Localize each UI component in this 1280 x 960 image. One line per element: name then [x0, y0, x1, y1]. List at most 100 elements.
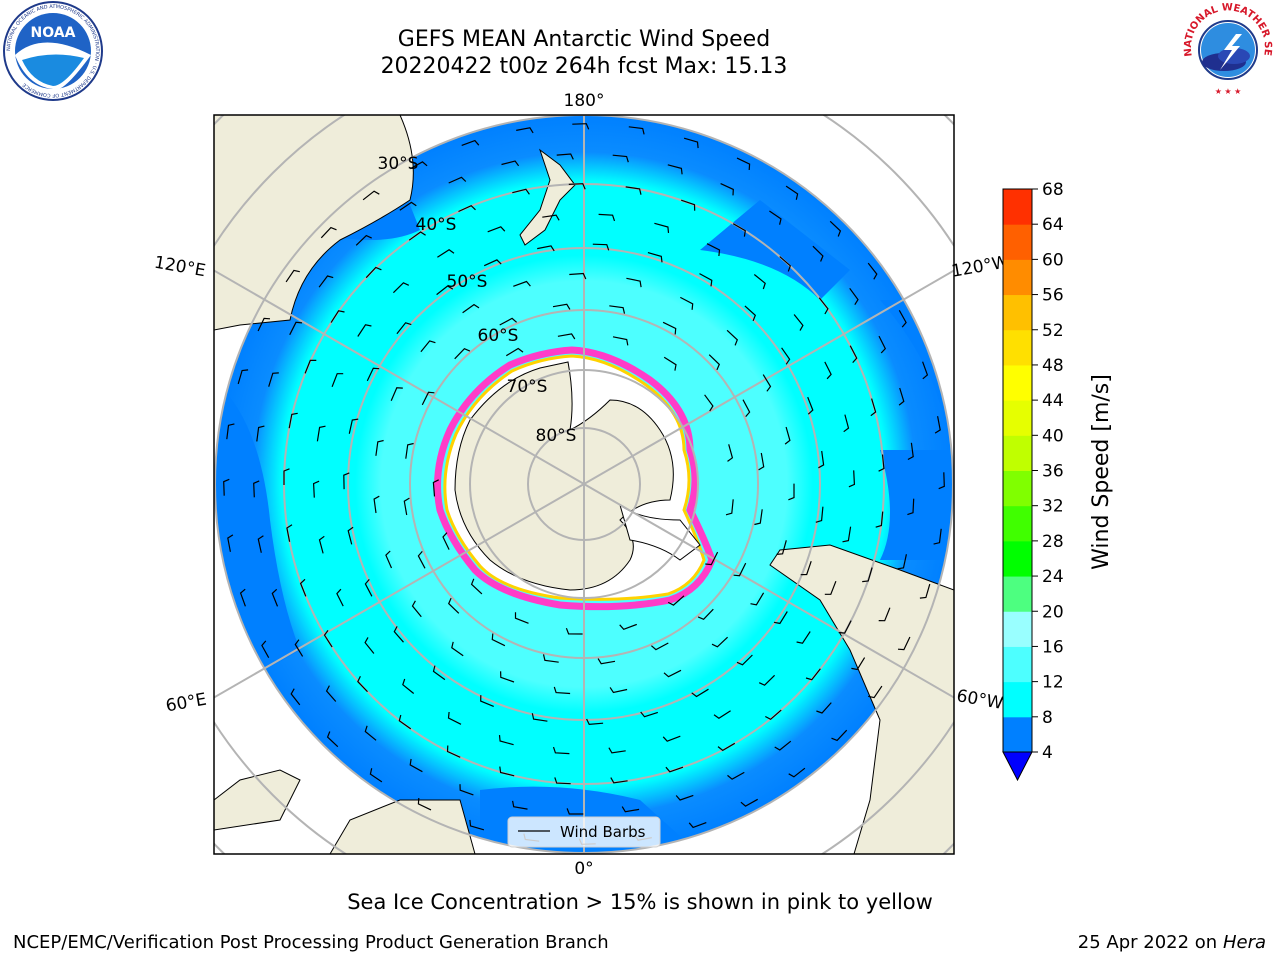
- wind-barb: [399, 201, 417, 211]
- wind-barb: [285, 269, 300, 283]
- wind-barb: [609, 687, 628, 694]
- wind-barb: [878, 607, 891, 622]
- wind-barb: [442, 532, 450, 550]
- wind-barb: [816, 702, 832, 714]
- wind-barb: [662, 735, 681, 742]
- wind-barb: [878, 335, 887, 354]
- map-title: GEFS MEAN Antarctic Wind Speed: [397, 27, 771, 52]
- wind-barb: [796, 631, 811, 644]
- svg-text:★ ★ ★: ★ ★ ★: [1215, 87, 1242, 96]
- lat-label-80s: 80°S: [536, 426, 577, 446]
- wind-barb: [410, 161, 428, 170]
- wind-barb: [706, 243, 721, 257]
- wind-barb: [355, 234, 372, 246]
- wind-barb: [390, 387, 403, 401]
- wind-barb: [552, 303, 571, 310]
- wind-barb: [316, 425, 326, 442]
- wind-barb: [554, 777, 571, 785]
- wind-barb: [625, 186, 642, 195]
- wind-barb: [805, 668, 821, 681]
- wind-barb: [744, 305, 757, 322]
- wind-barb: [824, 361, 832, 380]
- wind-barb: [922, 361, 929, 380]
- colorbar-tick-label: 52: [1042, 321, 1064, 341]
- wind-barb: [843, 414, 850, 433]
- wind-barb: [812, 245, 824, 262]
- wind-barb: [256, 425, 265, 442]
- colorbar-segment: [1003, 329, 1032, 366]
- wind-barb: [870, 398, 877, 417]
- wind-barb: [498, 735, 514, 746]
- wind-barb: [318, 275, 334, 288]
- wind-barb: [542, 214, 560, 221]
- lon-label-60w: 60°W: [955, 686, 1005, 714]
- wind-barb: [875, 511, 884, 528]
- wind-barb: [454, 347, 471, 360]
- wind-barb: [758, 452, 765, 471]
- wind-barb: [499, 766, 515, 777]
- wind-barb: [621, 806, 640, 813]
- wind-barb: [933, 528, 942, 545]
- wind-barb: [609, 305, 626, 314]
- wind-barb: [417, 797, 432, 811]
- wind-barb: [257, 317, 271, 332]
- wind-barb: [897, 636, 911, 651]
- wind-barb: [720, 183, 734, 196]
- wind-barb: [663, 356, 677, 371]
- wind-barb: [688, 822, 707, 829]
- wind-barb: [318, 535, 325, 554]
- colorbar-tick-label: 28: [1042, 532, 1064, 552]
- colorbar-tick-label: 12: [1042, 673, 1064, 693]
- wind-barb: [357, 324, 372, 337]
- colorbar-tick-label: 24: [1042, 567, 1064, 587]
- wind-barb: [320, 226, 337, 239]
- colorbar-segment: [1003, 540, 1032, 577]
- wind-barb: [326, 731, 339, 748]
- wind-barb: [754, 509, 763, 526]
- colorbar-segment: [1003, 364, 1032, 401]
- lon-label-120e: 120°E: [153, 253, 207, 282]
- wind-barb: [347, 526, 354, 545]
- wind-barb: [512, 800, 528, 810]
- colorbar-tick-label: 16: [1042, 637, 1064, 657]
- colorbar-label: Wind Speed [m/s]: [1089, 374, 1114, 570]
- wind-barb: [619, 623, 638, 631]
- wind-barb: [420, 340, 436, 353]
- wind-barb: [907, 498, 915, 516]
- colorbar-segment: [1003, 716, 1032, 753]
- wind-barb: [501, 160, 520, 167]
- wind-barb: [663, 669, 682, 678]
- lat-label-50s: 50°S: [447, 272, 488, 292]
- wind-barb: [253, 480, 260, 498]
- colorbar-tick-label: 60: [1042, 250, 1064, 270]
- wind-barb: [919, 583, 931, 599]
- wind-barb: [325, 685, 337, 702]
- colorbar-segment: [1003, 611, 1032, 647]
- wind-barb: [612, 154, 629, 163]
- lon-label-60e: 60°E: [164, 690, 208, 717]
- wind-barb: [461, 139, 480, 146]
- wind-barb: [727, 444, 734, 462]
- wind-barb: [364, 725, 377, 741]
- wind-barb: [537, 245, 555, 252]
- wind-barb: [680, 296, 694, 310]
- wind-barb: [699, 273, 713, 287]
- wind-barb: [290, 688, 301, 706]
- wind-barb: [785, 185, 799, 200]
- footer-credit: NCEP/EMC/Verification Post Processing Pr…: [13, 932, 609, 953]
- wind-barb: [364, 637, 375, 654]
- wind-barb: [732, 223, 746, 237]
- wind-barb: [362, 190, 380, 201]
- wind-barb: [776, 540, 787, 555]
- map-legend: Wind Barbs: [507, 816, 661, 848]
- wind-barb: [447, 711, 462, 725]
- wind-barb: [403, 497, 410, 516]
- wind-barb: [447, 597, 460, 614]
- wind-barb: [237, 369, 249, 385]
- wind-barb: [531, 713, 548, 722]
- wind-barb: [898, 387, 905, 406]
- wind-barb: [257, 535, 264, 553]
- colorbar-tick-label: 64: [1042, 215, 1064, 235]
- wind-barb: [842, 526, 852, 543]
- wind-barb: [773, 611, 788, 625]
